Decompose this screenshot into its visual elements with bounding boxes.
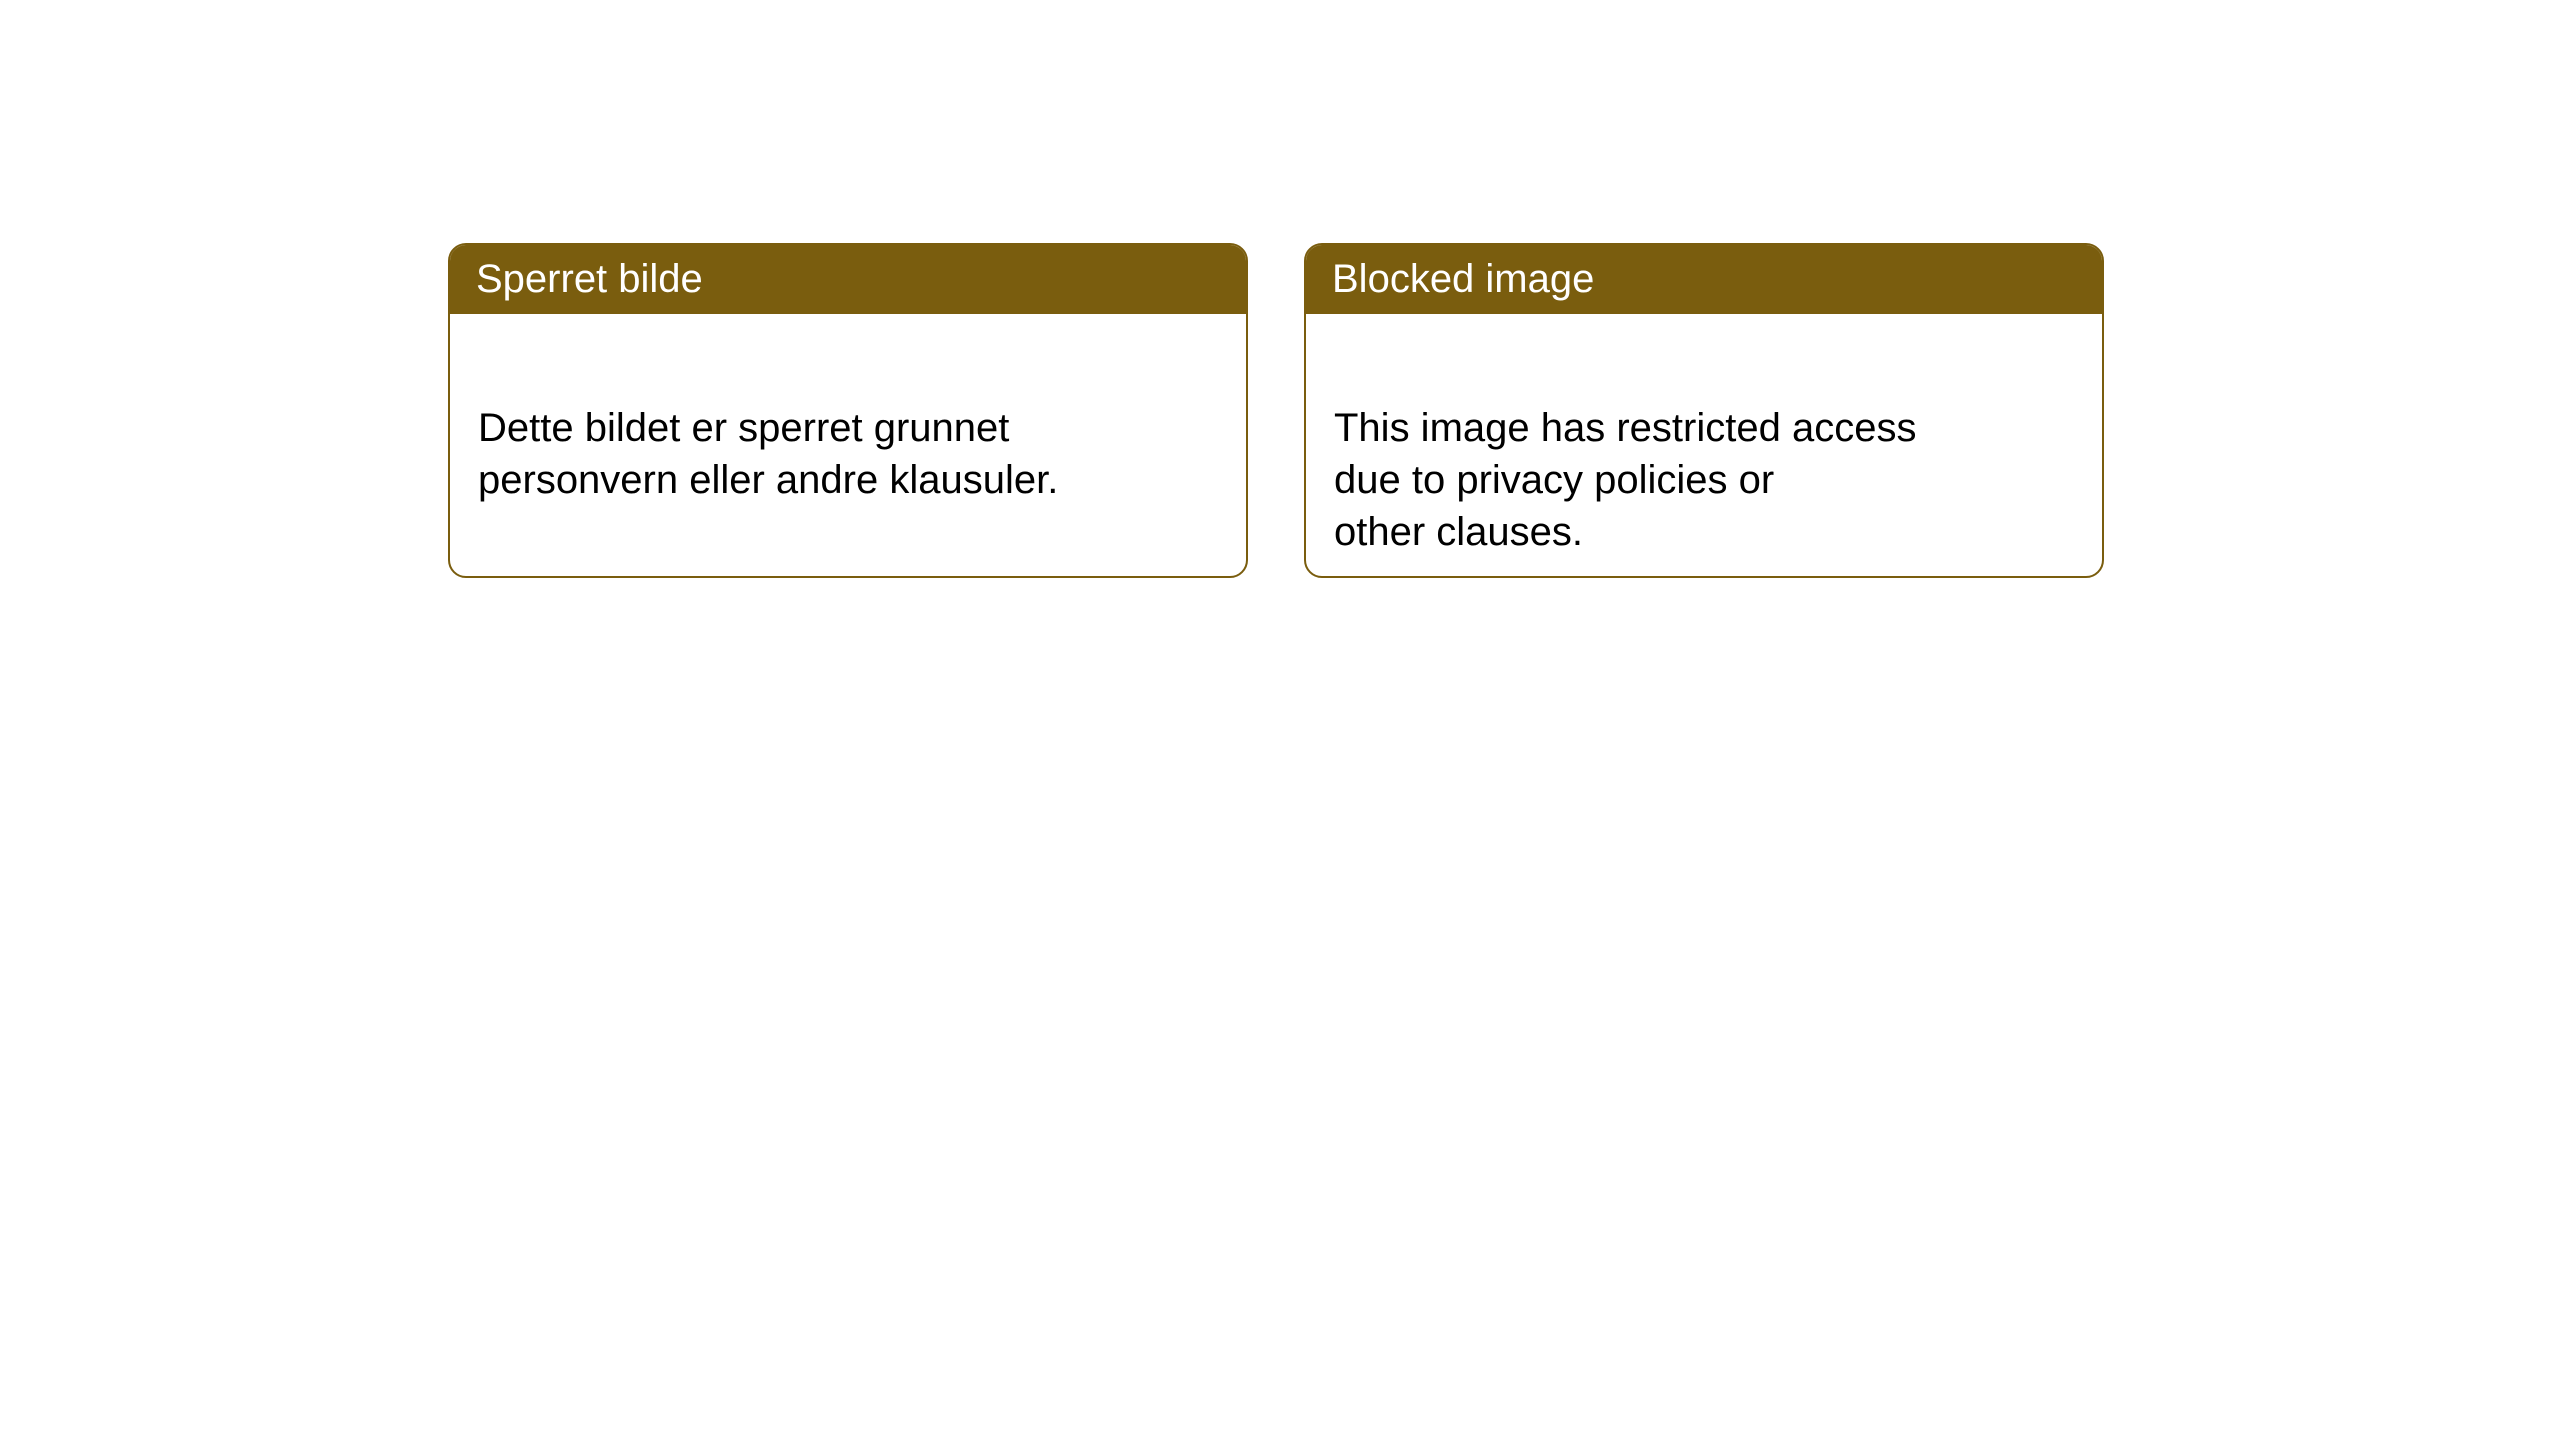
notice-body: Dette bildet er sperret grunnet personve… [450,314,1246,542]
notice-body: This image has restricted access due to … [1306,314,2102,578]
notice-body-text: Dette bildet er sperret grunnet personve… [478,406,1058,502]
notice-header: Blocked image [1306,245,2102,314]
notice-title: Sperret bilde [476,257,703,301]
notice-title: Blocked image [1332,257,1594,301]
notice-body-text: This image has restricted access due to … [1334,406,1916,554]
notice-card-norwegian: Sperret bilde Dette bildet er sperret gr… [448,243,1248,578]
notice-header: Sperret bilde [450,245,1246,314]
notice-container: Sperret bilde Dette bildet er sperret gr… [448,243,2104,578]
notice-card-english: Blocked image This image has restricted … [1304,243,2104,578]
